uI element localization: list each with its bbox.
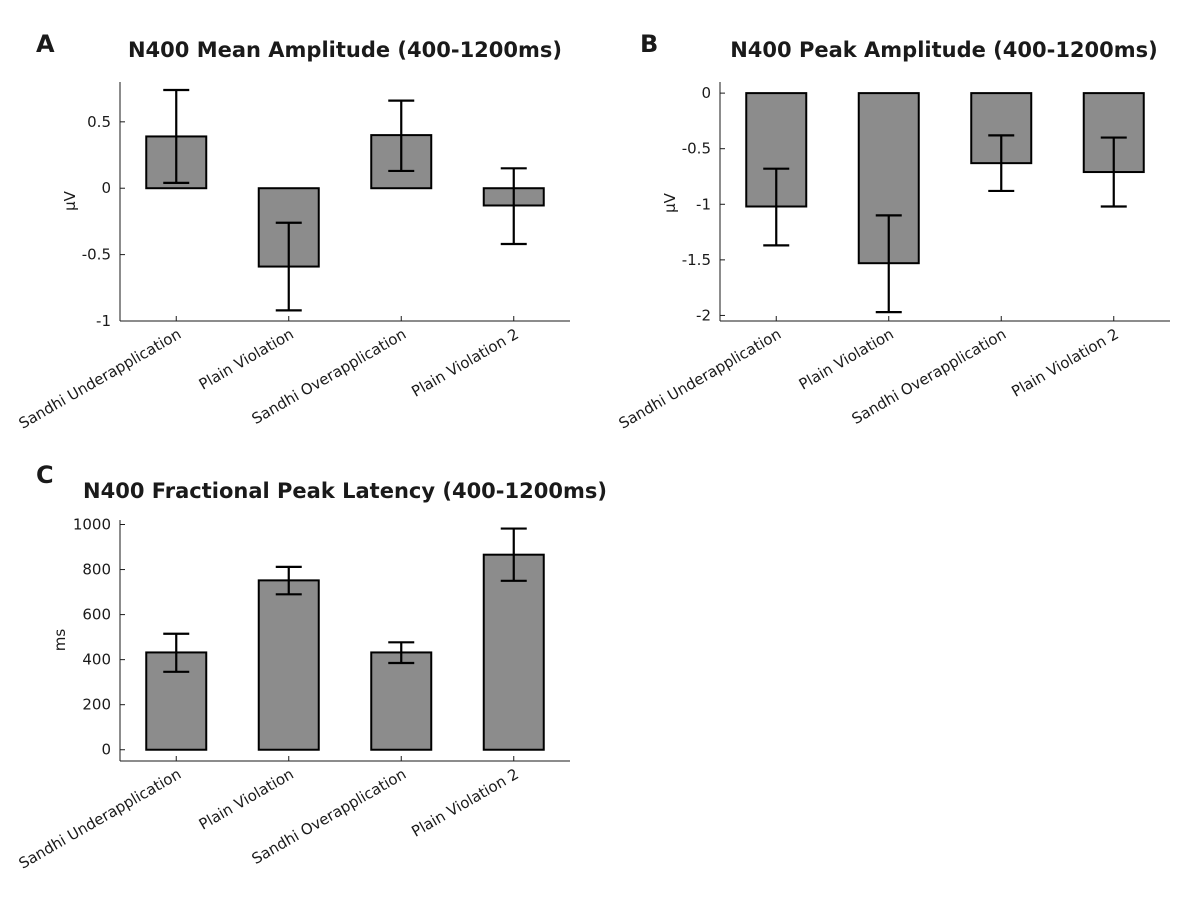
y-tick-label-c: 400 [82, 651, 111, 669]
y-axis-label-a: μV [61, 190, 79, 211]
category-label-c-1: Sandhi Underapplication [16, 765, 185, 873]
error-bar-c-2 [275, 565, 302, 596]
error-bar-a-3 [388, 99, 415, 173]
panel-letter-b: B [640, 30, 658, 58]
panel-letter-c: C [36, 461, 54, 489]
bar-c-4 [482, 553, 545, 751]
error-bar-a-2 [275, 221, 302, 312]
y-tick-label-b: -0.5 [682, 140, 711, 158]
y-tick-label-b: -2 [696, 306, 711, 324]
category-label-c-4: Plain Violation 2 [408, 765, 521, 841]
error-bar-b-3 [988, 134, 1015, 193]
y-tick-label-a: -0.5 [82, 246, 111, 264]
category-label-c-2: Plain Violation [196, 765, 297, 834]
chart-title-a: N400 Mean Amplitude (400-1200ms) [128, 38, 562, 62]
y-tick-label-b: 0 [701, 84, 711, 102]
y-tick-label-a: -1 [96, 312, 111, 330]
y-tick-label-c: 600 [82, 606, 111, 624]
panel-a: A N400 Mean Amplitude (400-1200ms) μV -1… [16, 30, 570, 433]
error-bar-c-3 [388, 641, 415, 665]
category-label-a-4: Plain Violation 2 [408, 325, 521, 401]
panel-b: B N400 Peak Amplitude (400-1200ms) μV -2… [616, 30, 1170, 433]
error-bar-a-1 [163, 88, 190, 185]
bar-c-3 [370, 651, 433, 751]
error-bar-a-4 [500, 167, 527, 246]
category-label-b-4: Plain Violation 2 [1008, 325, 1121, 401]
error-bar-b-4 [1100, 136, 1127, 208]
chart-title-c: N400 Fractional Peak Latency (400-1200ms… [83, 479, 607, 503]
category-label-b-1: Sandhi Underapplication [616, 325, 785, 433]
y-tick-label-c: 200 [82, 696, 111, 714]
error-bar-b-2 [875, 214, 902, 314]
bar-c-2 [257, 579, 320, 751]
y-axis-label-c: ms [51, 629, 69, 652]
y-tick-label-a: 0 [101, 179, 111, 197]
category-label-a-2: Plain Violation [196, 325, 297, 394]
chart-title-b: N400 Peak Amplitude (400-1200ms) [730, 38, 1158, 62]
y-tick-label-b: -1 [696, 195, 711, 213]
y-tick-label-a: 0.5 [87, 113, 111, 131]
y-tick-label-c: 1000 [73, 516, 111, 534]
panel-letter-a: A [36, 30, 55, 58]
error-bar-b-1 [763, 167, 790, 247]
category-label-b-2: Plain Violation [796, 325, 897, 394]
y-tick-label-c: 0 [101, 741, 111, 759]
panel-c: C N400 Fractional Peak Latency (400-1200… [16, 461, 607, 873]
error-bar-c-4 [500, 527, 527, 582]
category-label-a-1: Sandhi Underapplication [16, 325, 185, 433]
y-tick-label-b: -1.5 [682, 251, 711, 269]
error-bar-c-1 [163, 632, 190, 673]
y-axis-label-b: μV [661, 192, 679, 213]
y-tick-label-c: 800 [82, 561, 111, 579]
